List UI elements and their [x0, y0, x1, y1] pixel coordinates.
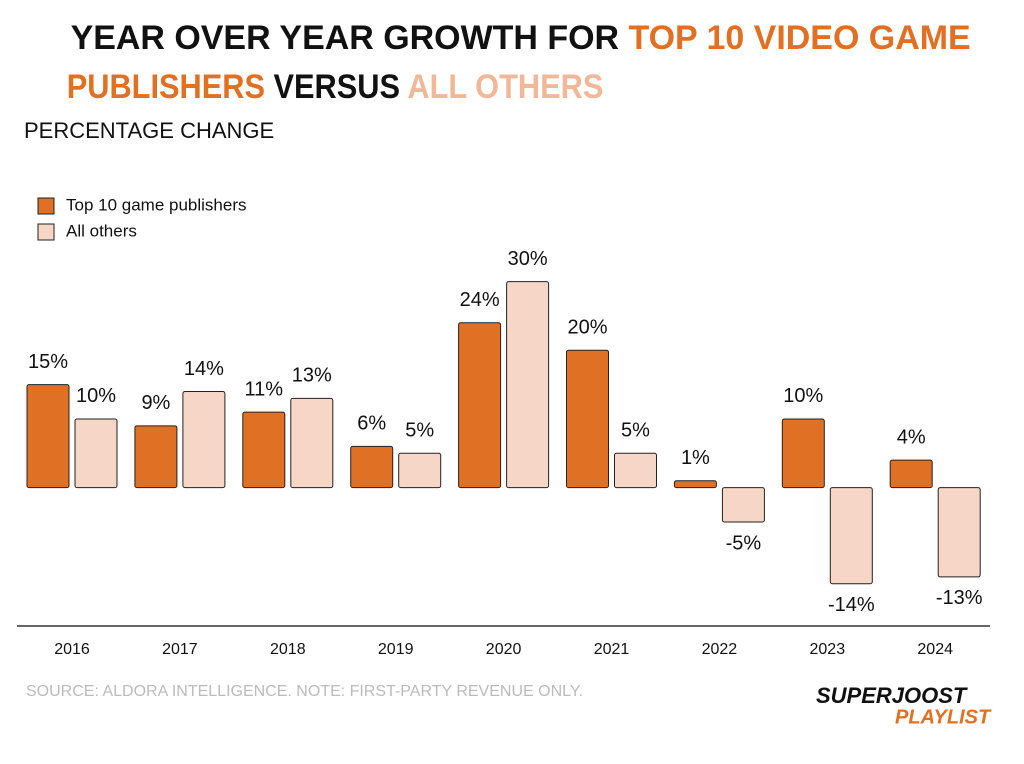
value-label: 13%: [292, 365, 332, 387]
bar: [721, 487, 765, 523]
bar: [134, 425, 178, 489]
value-label: -13%: [936, 587, 983, 609]
bar: [614, 452, 657, 489]
legend-swatch: [37, 197, 55, 215]
value-label: 14%: [184, 358, 224, 380]
value-label: 6%: [357, 413, 386, 435]
logo-text: PLAYLIST: [895, 706, 992, 728]
bar: [398, 452, 442, 489]
chart-title-line: YEAR OVER YEAR GROWTH FOR TOP 10 VIDEO G…: [24, 19, 999, 57]
x-tick-label: 2019: [378, 641, 414, 658]
value-label: 10%: [76, 385, 116, 407]
bar: [290, 397, 334, 489]
x-tick-label: 2016: [54, 641, 90, 658]
value-label: 5%: [621, 420, 650, 442]
value-label: 15%: [28, 351, 68, 373]
value-label: 10%: [783, 385, 823, 407]
value-label: 4%: [897, 426, 926, 448]
title-part: TOP 10 VIDEO GAME: [628, 19, 970, 57]
bar: [781, 418, 825, 489]
logo-text: SUPERJOOST: [816, 683, 968, 708]
bar: [937, 487, 981, 578]
title-part: VERSUS: [265, 68, 407, 106]
bar: [889, 459, 933, 489]
value-label: 30%: [508, 248, 548, 270]
legend-swatch: [37, 223, 55, 241]
x-tick-label: 2021: [594, 641, 630, 658]
chart-title-line: PUBLISHERS VERSUS ALL OTHERS: [24, 68, 629, 106]
bar: [566, 349, 609, 489]
value-label: 1%: [681, 447, 710, 469]
x-tick-label: 2020: [486, 641, 522, 658]
x-tick-label: 2018: [270, 641, 306, 658]
bar: [74, 418, 118, 489]
bar: [673, 480, 717, 489]
bar: [26, 384, 70, 489]
subtitle: PERCENTAGE CHANGE: [24, 118, 274, 143]
bar: [350, 445, 394, 489]
bar: [182, 390, 226, 489]
value-label: 5%: [405, 420, 434, 442]
source-note: SOURCE: ALDORA INTELLIGENCE. NOTE: FIRST…: [26, 683, 583, 700]
bar: [458, 322, 502, 489]
legend-label: Top 10 game publishers: [66, 195, 247, 214]
x-tick-label: 2023: [810, 641, 846, 658]
title-part: PUBLISHERS: [67, 68, 265, 106]
value-label: 9%: [141, 392, 170, 414]
x-tick-label: 2022: [702, 641, 738, 658]
bar: [242, 411, 286, 489]
bar: [829, 487, 873, 585]
title-part: ALL OTHERS: [407, 68, 603, 106]
title-part: YEAR OVER YEAR GROWTH FOR: [71, 19, 629, 57]
bar: [506, 281, 550, 489]
value-label: 20%: [567, 317, 607, 339]
x-tick-label: 2024: [917, 641, 953, 658]
legend-label: All others: [66, 221, 137, 240]
value-label: 24%: [460, 289, 500, 311]
x-tick-label: 2017: [162, 641, 198, 658]
value-label: 11%: [245, 378, 284, 400]
value-label: -5%: [726, 532, 762, 554]
value-label: -14%: [828, 594, 875, 616]
